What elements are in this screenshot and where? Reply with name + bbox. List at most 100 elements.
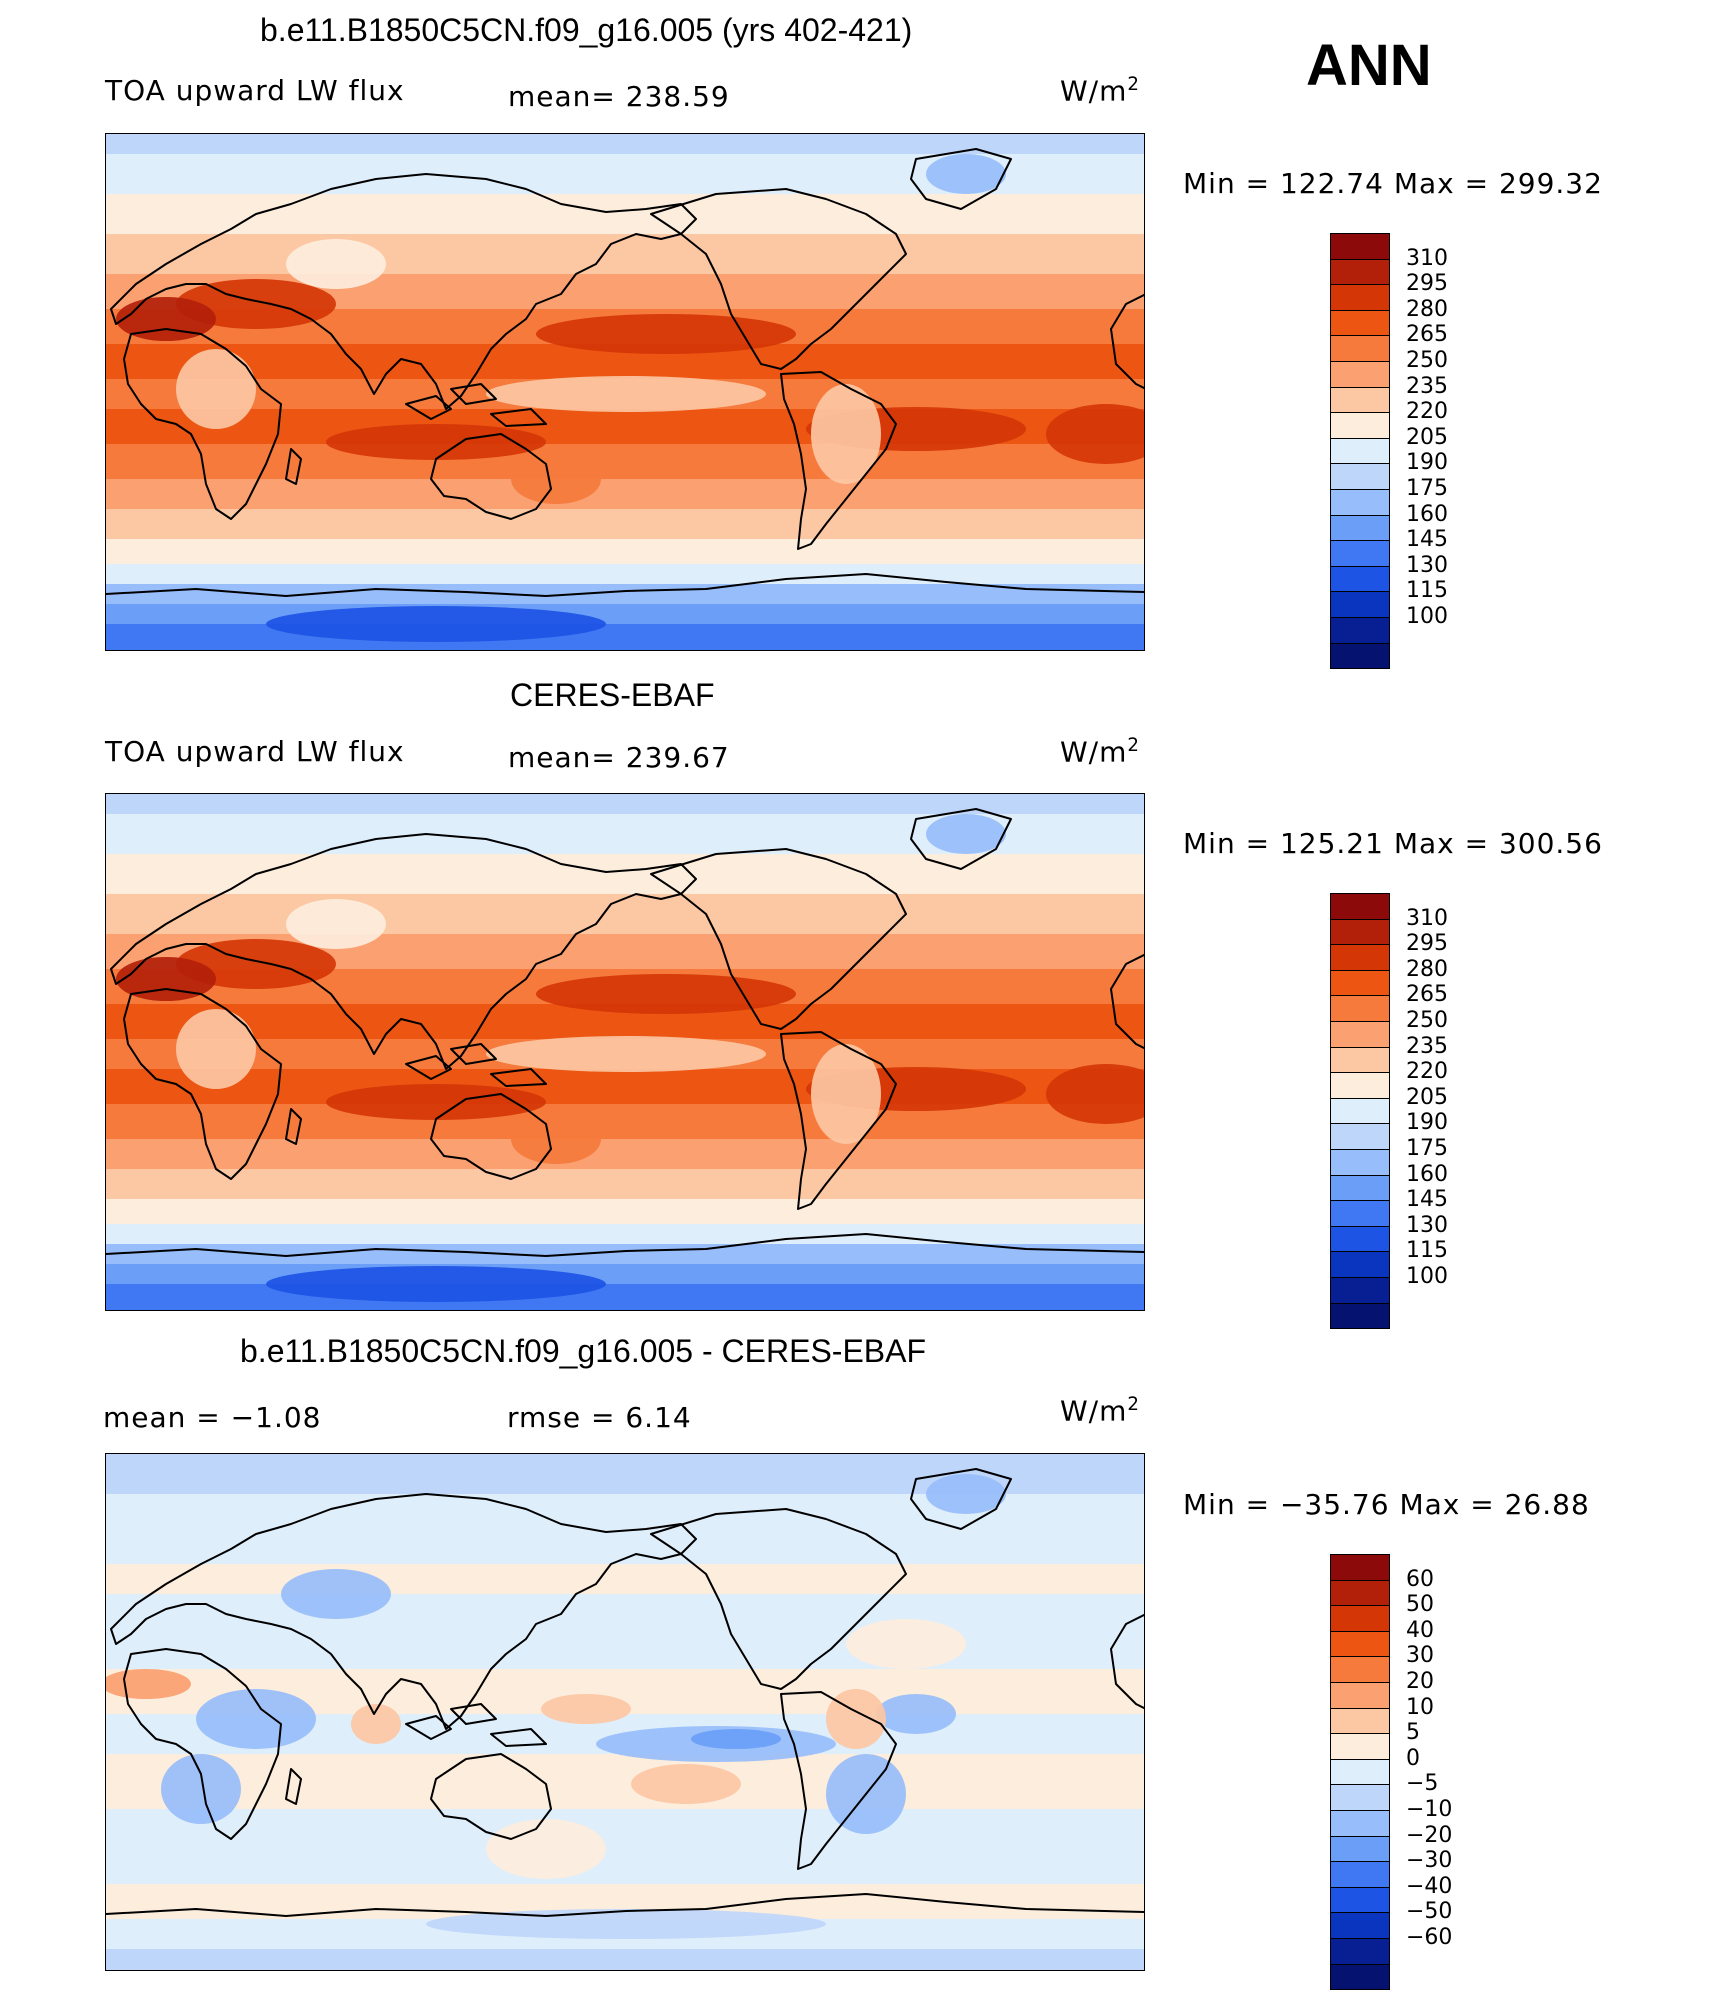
colorbar-swatch xyxy=(1330,1963,1390,1990)
panel-1-map xyxy=(105,133,1145,651)
colorbar-tick-label: 280 xyxy=(1406,956,1448,982)
panel-2-variable-label: TOA upward LW flux xyxy=(105,735,405,768)
panel-2-mean-label: mean= 239.67 xyxy=(508,741,730,774)
panel-2-field xyxy=(106,794,1144,1310)
colorbar-swatch xyxy=(1330,1630,1390,1658)
colorbar-tick-label: −50 xyxy=(1406,1899,1453,1925)
colorbar-tick-label: 100 xyxy=(1406,1264,1448,1289)
panel-3-units: W/m2 xyxy=(1060,1394,1140,1428)
colorbar-swatch xyxy=(1330,1656,1390,1683)
colorbar-swatch xyxy=(1330,1784,1390,1811)
colorbar-swatch xyxy=(1330,1938,1390,1965)
colorbar-swatch xyxy=(1330,1277,1390,1304)
colorbar-swatch xyxy=(1330,258,1390,286)
colorbar-tick-label: 190 xyxy=(1406,450,1448,476)
colorbar-tick-label: 280 xyxy=(1406,296,1448,322)
colorbar-swatch xyxy=(1330,1886,1390,1914)
colorbar-tick-label: 175 xyxy=(1406,1136,1448,1161)
colorbar-tick-label: 160 xyxy=(1406,501,1448,527)
colorbar-tick-label: 310 xyxy=(1406,245,1448,271)
colorbar-swatch xyxy=(1330,1682,1390,1709)
colorbar-swatch xyxy=(1330,1835,1390,1863)
colorbar-tick-label: −20 xyxy=(1406,1822,1453,1848)
colorbar-swatch xyxy=(1330,617,1390,644)
colorbar-swatch xyxy=(1330,1251,1390,1278)
colorbar-tick-label: −10 xyxy=(1406,1797,1453,1822)
colorbar-swatch xyxy=(1330,335,1390,362)
colorbar-swatch xyxy=(1330,1861,1390,1888)
colorbar-swatch xyxy=(1330,233,1390,260)
colorbar-swatch xyxy=(1330,1758,1390,1786)
colorbar-tick-label: 220 xyxy=(1406,1059,1448,1085)
colorbar-swatch xyxy=(1330,995,1390,1022)
colorbar-tick-label: 160 xyxy=(1406,1161,1448,1187)
colorbar-tick-label: 10 xyxy=(1406,1694,1434,1720)
colorbar-swatch xyxy=(1330,540,1390,567)
colorbar-tick-label: 5 xyxy=(1406,1720,1420,1746)
colorbar-swatch xyxy=(1330,1733,1390,1760)
panel-1-title: b.e11.B1850C5CN.f09_g16.005 (yrs 402-421… xyxy=(260,12,913,48)
colorbar-swatch xyxy=(1330,1200,1390,1227)
colorbar-swatch xyxy=(1330,1174,1390,1202)
colorbar-tick-label: 205 xyxy=(1406,1084,1448,1110)
colorbar-tick-label: 235 xyxy=(1406,373,1448,399)
colorbar-swatch xyxy=(1330,1554,1390,1581)
colorbar-swatch xyxy=(1330,1072,1390,1099)
colorbar-tick-label: 20 xyxy=(1406,1669,1434,1694)
panel-1-field xyxy=(106,134,1144,650)
colorbar-swatch xyxy=(1330,1097,1390,1125)
panel-2-title: CERES-EBAF xyxy=(510,677,715,713)
colorbar-swatch xyxy=(1330,642,1390,670)
colorbar-tick-label: 115 xyxy=(1406,578,1448,604)
colorbar-swatch xyxy=(1330,489,1390,516)
colorbar-tick-label: −60 xyxy=(1406,1925,1453,1950)
colorbar-tick-label: 115 xyxy=(1406,1238,1448,1264)
colorbar-swatch xyxy=(1330,361,1390,388)
panel-1-variable-label: TOA upward LW flux xyxy=(105,74,405,107)
colorbar-tick-label: 30 xyxy=(1406,1643,1434,1669)
colorbar-swatch xyxy=(1330,918,1390,946)
colorbar-tick-label: −40 xyxy=(1406,1873,1453,1899)
colorbar-swatch xyxy=(1330,412,1390,439)
colorbar-tick-label: 265 xyxy=(1406,322,1448,348)
colorbar-tick-label: 235 xyxy=(1406,1033,1448,1059)
colorbar-tick-label: 190 xyxy=(1406,1110,1448,1136)
colorbar-tick-label: 50 xyxy=(1406,1592,1434,1618)
colorbar-swatch xyxy=(1330,437,1390,465)
colorbar-swatch xyxy=(1330,1579,1390,1607)
panel-3-rmse-label: rmse = 6.14 xyxy=(507,1401,692,1434)
colorbar-swatch xyxy=(1330,565,1390,593)
colorbar-swatch xyxy=(1330,1123,1390,1150)
colorbar-tick-label: 145 xyxy=(1406,1187,1448,1213)
colorbar-swatch xyxy=(1330,514,1390,542)
colorbar-tick-label: 220 xyxy=(1406,399,1448,425)
colorbar-swatch xyxy=(1330,1707,1390,1735)
colorbar-tick-label: 60 xyxy=(1406,1566,1434,1592)
panel-2-units: W/m2 xyxy=(1060,735,1140,769)
colorbar-swatch xyxy=(1330,1302,1390,1330)
panel-3-minmax: Min = −35.76 Max = 26.88 xyxy=(1183,1488,1590,1521)
colorbar-tick-label: 145 xyxy=(1406,527,1448,553)
colorbar-swatch xyxy=(1330,969,1390,997)
colorbar-tick-label: 310 xyxy=(1406,905,1448,931)
colorbar-tick-label: 0 xyxy=(1406,1745,1420,1771)
panel-3-mean-label: mean = −1.08 xyxy=(103,1401,322,1434)
panel-1-minmax: Min = 122.74 Max = 299.32 xyxy=(1183,167,1603,200)
season-label: ANN xyxy=(1306,33,1432,98)
colorbar-tick-label: 295 xyxy=(1406,931,1448,957)
panel-2-minmax: Min = 125.21 Max = 300.56 xyxy=(1183,827,1603,860)
colorbar-tick-label: 175 xyxy=(1406,476,1448,501)
colorbar-swatch xyxy=(1330,386,1390,414)
panel-3-map xyxy=(105,1453,1145,1971)
colorbar-swatch xyxy=(1330,1225,1390,1253)
panel-1-mean-label: mean= 238.59 xyxy=(508,80,730,113)
colorbar-swatch xyxy=(1330,1810,1390,1837)
colorbar-tick-label: 265 xyxy=(1406,982,1448,1008)
colorbar-tick-label: 205 xyxy=(1406,424,1448,450)
colorbar-swatch xyxy=(1330,1021,1390,1048)
panel-1-units: W/m2 xyxy=(1060,74,1140,108)
colorbar-tick-label: −5 xyxy=(1406,1771,1439,1797)
colorbar-swatch xyxy=(1330,591,1390,618)
colorbar-swatch xyxy=(1330,309,1390,337)
panel-3-title: b.e11.B1850C5CN.f09_g16.005 - CERES-EBAF xyxy=(240,1333,927,1369)
